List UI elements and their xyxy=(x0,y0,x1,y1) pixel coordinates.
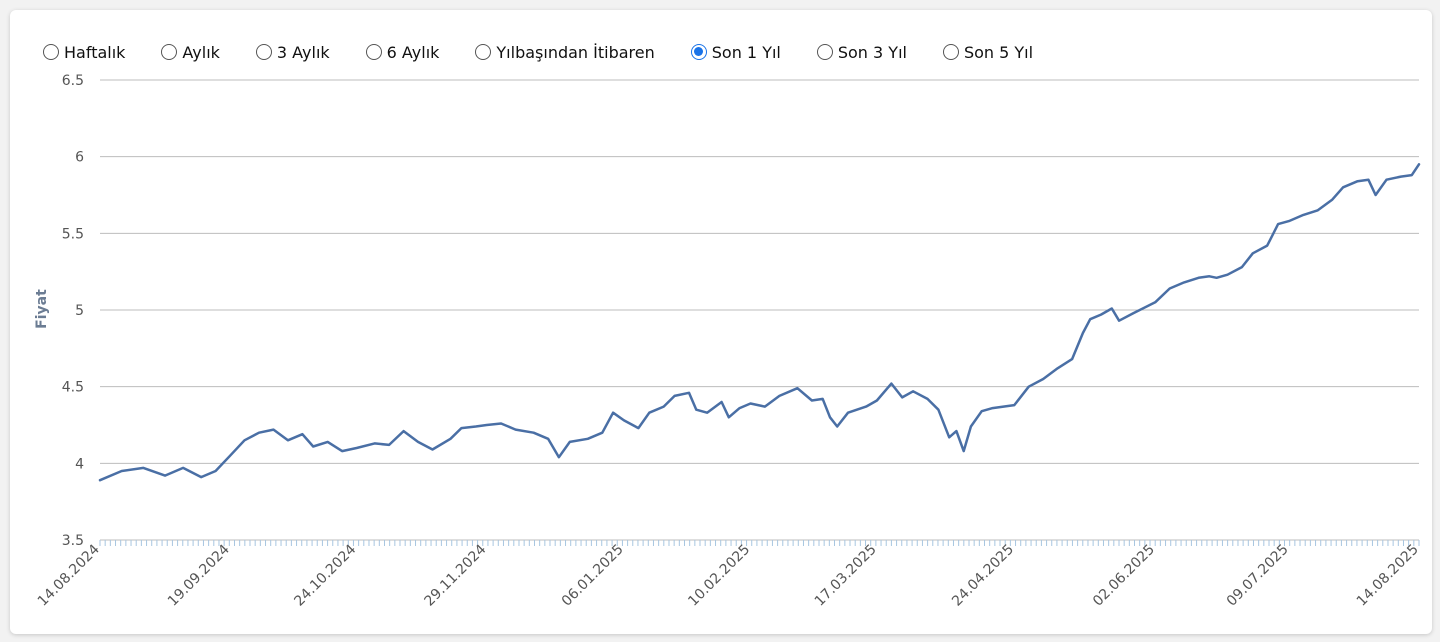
x-tick-label: 24.04.2025 xyxy=(949,542,1017,610)
range-option-monthly[interactable]: Aylık xyxy=(161,42,220,62)
radio-monthly[interactable] xyxy=(161,44,178,60)
x-tick-label: 02.06.2025 xyxy=(1090,542,1158,610)
range-option-weekly[interactable]: Haftalık xyxy=(43,43,125,62)
x-axis-ticks: 14.08.2024 19.09.2024 24.10.2024 29.11.2024… xyxy=(35,540,1422,610)
x-tick-label: 10.02.2025 xyxy=(685,542,753,610)
range-option-ytd[interactable]: Yılbaşından İtibaren xyxy=(475,42,655,62)
radio-5-years[interactable] xyxy=(942,44,959,60)
radio-1-year[interactable] xyxy=(690,44,707,60)
x-tick-label: 09.07.2025 xyxy=(1224,542,1292,610)
chart-card: Haftalık Aylık 3 Aylık 6 Aylık Yılbaşınd… xyxy=(10,10,1432,634)
range-option-3-years[interactable]: Son 3 Yıl xyxy=(816,42,907,62)
x-tick-label: 24.10.2024 xyxy=(291,541,359,609)
range-selector: Haftalık Aylık 3 Aylık 6 Aylık Yılbaşınd… xyxy=(43,39,1069,65)
range-label-5-years: Son 5 Yıl xyxy=(963,42,1034,62)
range-option-3-months[interactable]: 3 Aylık xyxy=(255,42,330,62)
x-tick-label: 17.03.2025 xyxy=(812,542,880,610)
series-layer xyxy=(98,163,1421,482)
x-tick-label: 29.11.2024 xyxy=(421,541,489,609)
radio-weekly[interactable] xyxy=(43,44,59,60)
radio-3-years[interactable] xyxy=(816,44,833,60)
y-axis-label: Fiyat xyxy=(34,289,50,329)
y-tick-label: 5.5 xyxy=(62,226,84,242)
y-tick-label: 3.5 xyxy=(62,533,84,549)
grid-lines xyxy=(100,79,1419,541)
x-tick-label: 19.09.2024 xyxy=(165,541,233,609)
y-tick-label: 4 xyxy=(75,456,84,472)
y-tick-label: 4.5 xyxy=(62,380,84,396)
range-label-3-years: Son 3 Yıl xyxy=(837,42,907,62)
range-label-weekly: Haftalık xyxy=(64,42,126,62)
radio-ytd[interactable] xyxy=(475,44,492,60)
x-tick-label: 06.01.2025 xyxy=(559,542,627,610)
radio-6-months[interactable] xyxy=(365,44,382,60)
range-option-1-year[interactable]: Son 1 Yıl xyxy=(690,42,781,62)
range-label-3-months: 3 Aylık xyxy=(276,42,330,62)
y-tick-label: 6.5 xyxy=(62,73,84,89)
range-label-monthly: Aylık xyxy=(182,42,220,62)
range-option-5-years[interactable]: Son 5 Yıl xyxy=(942,42,1034,62)
y-axis-ticks: 3.5 4 4.5 5 5.5 6 6.5 xyxy=(62,73,84,549)
range-label-1-year: Son 1 Yıl xyxy=(711,42,781,62)
x-tick-label: 14.08.2024 xyxy=(35,541,103,609)
range-option-6-months[interactable]: 6 Aylık xyxy=(365,42,440,62)
y-tick-label: 5 xyxy=(75,303,84,319)
x-tick-label: 14.08.2025 xyxy=(1354,542,1422,610)
y-tick-label: 6 xyxy=(75,150,84,166)
price-series-line xyxy=(98,163,1421,482)
range-label-6-months: 6 Aylık xyxy=(386,42,440,62)
range-label-ytd: Yılbaşından İtibaren xyxy=(496,42,655,62)
radio-3-months[interactable] xyxy=(255,44,272,60)
